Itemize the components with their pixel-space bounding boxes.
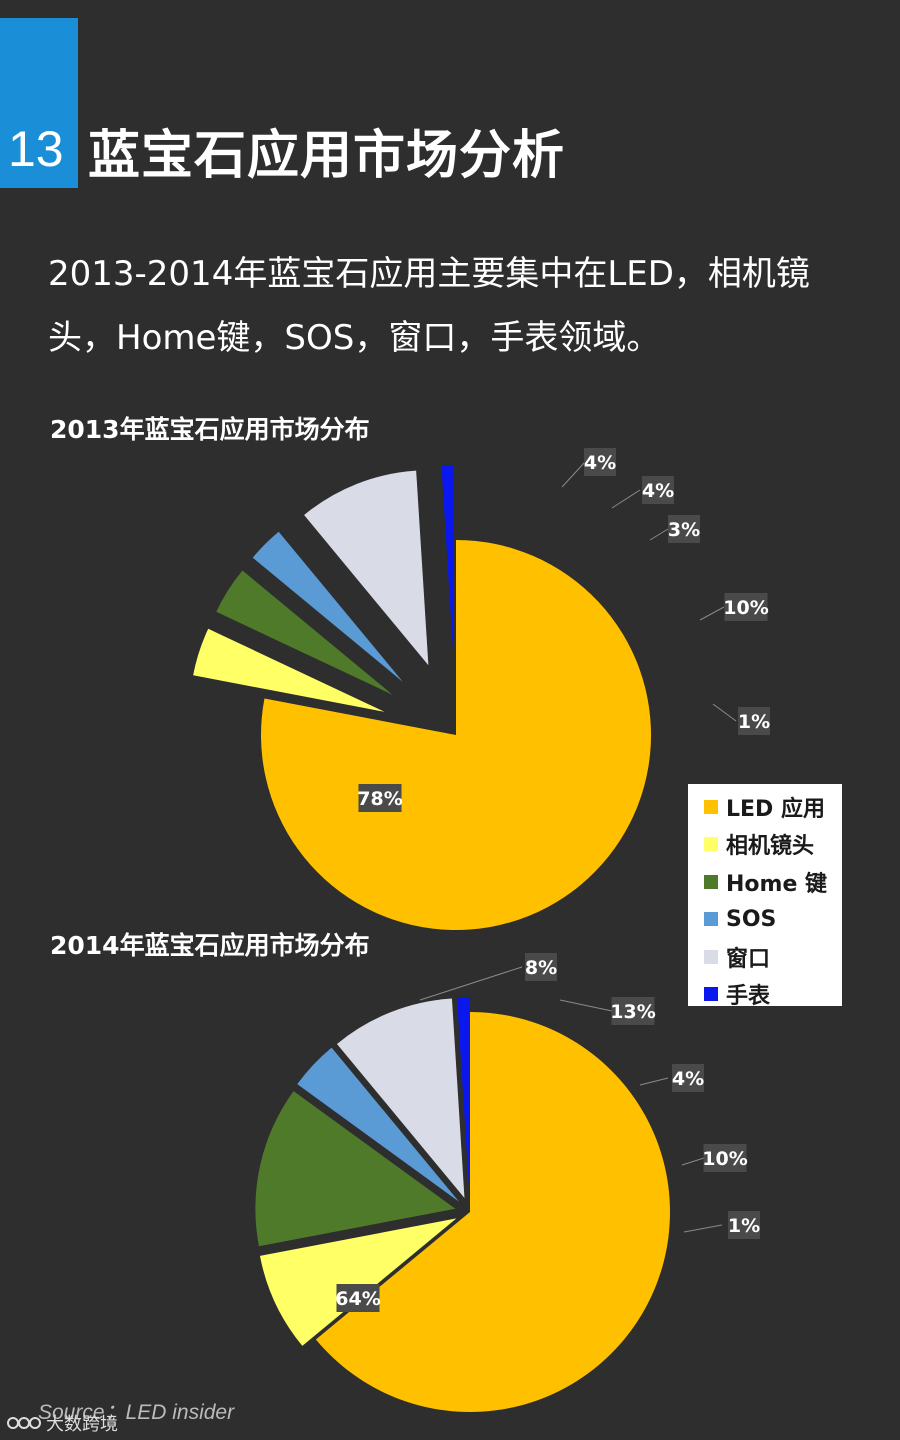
data-label: 4% xyxy=(642,480,674,502)
data-label: 10% xyxy=(723,597,768,619)
pie-slice-5 xyxy=(304,470,429,666)
section-number: 13 xyxy=(8,121,64,177)
brand-icon xyxy=(7,1417,41,1429)
leader-line xyxy=(699,606,725,621)
chart-legend: LED 应用 相机镜头 Home 键 SOS 窗口 手表 xyxy=(688,784,842,1009)
pie-slice-3 xyxy=(216,570,393,695)
data-label-bg xyxy=(724,593,768,621)
section-number-box xyxy=(0,18,78,188)
pie-slice-4 xyxy=(252,531,403,682)
legend-label: 手表 xyxy=(726,984,771,1010)
pie-2014: 64% 8% 13% 4% 10% 1% xyxy=(255,953,760,1412)
pie-slice-6 xyxy=(456,997,470,1198)
data-label-bg xyxy=(642,476,674,504)
data-label: 78% xyxy=(357,788,402,810)
pie-slice-3 xyxy=(255,1091,456,1247)
brand-name: 大数跨境 xyxy=(46,1414,118,1435)
pie-2013: 78% 4% 4% 3% 10% 1% xyxy=(193,448,770,930)
leader-line xyxy=(559,999,613,1012)
leader-line xyxy=(649,528,669,541)
legend-item-home-key: Home 键 xyxy=(704,863,842,901)
legend-swatch xyxy=(704,799,718,814)
data-label-bg xyxy=(728,1211,760,1239)
legend-swatch xyxy=(704,874,718,889)
legend-swatch xyxy=(704,837,718,852)
data-label-bg xyxy=(738,707,770,735)
pie-slice-1 xyxy=(261,540,651,930)
legend-item-sos: SOS xyxy=(704,901,842,939)
data-label-bg xyxy=(703,1144,747,1172)
legend-swatch xyxy=(704,912,718,927)
leader-line xyxy=(639,1077,669,1086)
brand-logo: 大数跨境 xyxy=(6,1410,118,1436)
leader-line xyxy=(611,489,641,509)
pie-slice-2 xyxy=(259,1218,457,1346)
pie-slice-5 xyxy=(336,998,465,1199)
pie-slice-1 xyxy=(315,1012,670,1412)
legend-label: 相机镜头 xyxy=(726,834,815,860)
data-label: 1% xyxy=(728,1215,760,1237)
legend-swatch xyxy=(704,949,718,964)
chart-title-2014: 2014年蓝宝石应用市场分布 xyxy=(50,931,370,960)
data-label-bg xyxy=(611,997,655,1025)
legend-item-window: 窗口 xyxy=(704,938,842,976)
data-label: 10% xyxy=(702,1148,747,1170)
legend-swatch xyxy=(704,987,718,1002)
leader-line xyxy=(419,966,523,1001)
data-label-bg xyxy=(668,515,700,543)
data-label: 3% xyxy=(668,519,700,541)
pie-slice-4 xyxy=(297,1047,460,1202)
leader-line xyxy=(683,1224,723,1233)
data-label-bg xyxy=(584,448,616,476)
data-label: 13% xyxy=(610,1001,655,1023)
leader-line xyxy=(561,461,586,488)
data-label: 8% xyxy=(525,957,557,979)
data-label-bg xyxy=(358,784,402,812)
chart-title-2013: 2013年蓝宝石应用市场分布 xyxy=(50,415,370,444)
data-label: 4% xyxy=(584,452,616,474)
pie-slice-6 xyxy=(441,465,454,661)
pie-slice-2 xyxy=(193,628,385,712)
legend-label: SOS xyxy=(726,906,777,932)
data-label: 64% xyxy=(335,1288,380,1310)
source-note: Source：LED insider xyxy=(38,1401,235,1424)
leader-line xyxy=(681,1157,705,1166)
legend-label: 窗口 xyxy=(726,946,771,972)
legend-label: LED 应用 xyxy=(726,796,825,822)
data-label-bg xyxy=(672,1064,704,1092)
data-label: 1% xyxy=(738,711,770,733)
legend-item-camera-lens: 相机镜头 xyxy=(704,826,842,864)
legend-label: Home 键 xyxy=(726,871,828,897)
data-label: 4% xyxy=(672,1068,704,1090)
legend-item-led: LED 应用 xyxy=(704,788,842,826)
page-subtitle: 2013-2014年蓝宝石应用主要集中在LED，相机镜头，Home键，SOS，窗… xyxy=(48,254,810,358)
leader-line xyxy=(712,703,737,722)
page-title: 蓝宝石应用市场分析 xyxy=(88,126,566,186)
legend-item-watch: 手表 xyxy=(704,976,842,1014)
data-label-bg xyxy=(525,953,557,981)
data-label-bg xyxy=(336,1284,380,1312)
